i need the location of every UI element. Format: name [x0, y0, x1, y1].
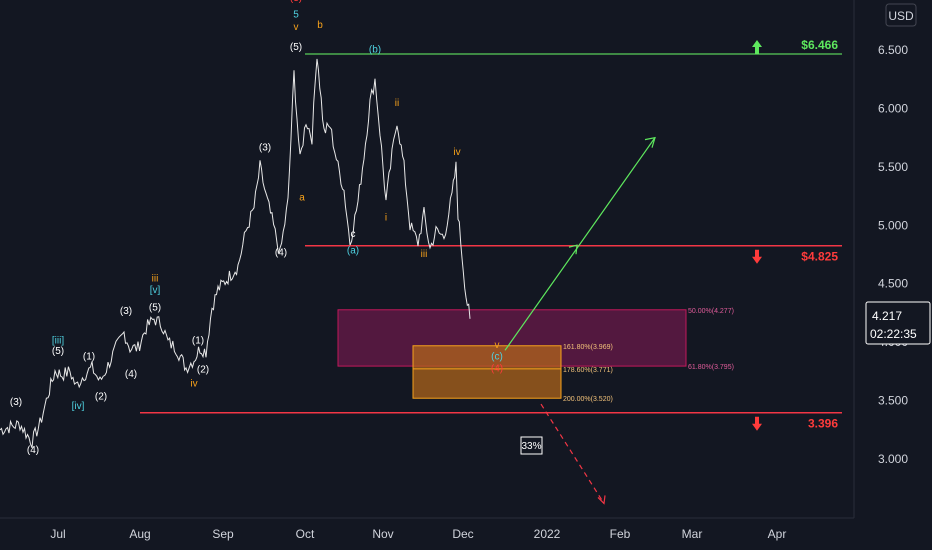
projection-up-arrowhead	[644, 136, 656, 148]
wave-label: iii	[421, 249, 428, 260]
wave-label: (2)	[95, 391, 107, 402]
wave-label: iv	[453, 147, 460, 158]
projection-up-line	[504, 137, 656, 351]
x-tick-label: Dec	[452, 527, 473, 541]
wave-label: (2)	[197, 365, 209, 376]
wave-label: (3)	[10, 397, 22, 408]
price-series	[0, 58, 471, 448]
countdown: 02:22:35	[870, 327, 917, 341]
arrow-down-icon	[752, 249, 762, 264]
x-tick-label: Nov	[372, 527, 393, 541]
wave-label: 5	[293, 9, 299, 20]
y-tick-label: 5.500	[878, 160, 908, 174]
wave-label: (5)	[149, 303, 161, 314]
wave-label: b	[317, 20, 323, 31]
wave-label: v	[294, 22, 299, 33]
fib-label-50: 50.00%(4.277)	[688, 308, 734, 315]
y-tick-label: 3.000	[878, 452, 908, 466]
fib-zone-extension	[412, 345, 562, 399]
x-axis-ticks: Jul Aug Sep Oct Nov Dec 2022 Feb Mar Apr	[50, 527, 786, 541]
wave-label: (3)	[259, 142, 271, 153]
x-tick-label: Mar	[682, 527, 703, 541]
wave-label: (3)	[120, 306, 132, 317]
wave-label: (5)	[52, 346, 64, 357]
wave-label: (4)	[27, 445, 39, 456]
y-tick-label: 4.500	[878, 277, 908, 291]
x-tick-label: Jul	[50, 527, 65, 541]
level-label: $6.466	[801, 38, 838, 52]
fib-label-1618: 161.80%(3.969)	[563, 344, 613, 351]
x-tick-label: 2022	[534, 527, 561, 541]
percent-label: 33%	[521, 441, 541, 452]
wave-label: (c)	[491, 352, 503, 363]
wave-label: ii	[395, 98, 399, 109]
currency-box[interactable]	[885, 3, 917, 27]
wave-label: (b)	[369, 44, 381, 55]
y-tick-label: 5.000	[878, 218, 908, 232]
x-tick-label: Aug	[129, 527, 150, 541]
wave-label: a	[299, 193, 305, 204]
wave-label: (3)	[290, 0, 302, 4]
y-tick-label: 6.000	[878, 101, 908, 115]
wave-label: (4)	[275, 248, 287, 259]
wave-label: c	[351, 229, 356, 240]
wave-label: iv	[190, 379, 197, 390]
current-price-box	[865, 301, 931, 345]
wave-label: [iii]	[52, 335, 64, 346]
wave-label: [iv]	[72, 401, 85, 412]
wave-label: (1)	[192, 335, 204, 346]
x-tick-label: Sep	[212, 527, 234, 541]
wave-label: (1)	[83, 352, 95, 363]
x-tick-label: Oct	[296, 527, 315, 541]
y-tick-label: 3.500	[878, 394, 908, 408]
fib-label-618: 61.80%(3.795)	[688, 364, 734, 371]
projection-down-arrowhead	[597, 495, 606, 505]
fib-label-200: 200.00%(3.520)	[563, 396, 613, 403]
projection-arrows: 33%	[504, 136, 656, 505]
current-price: 4.217	[872, 309, 902, 323]
wave-label: v	[495, 340, 500, 351]
wave-label: [v]	[150, 285, 161, 296]
fib-zones: 50.00%(4.277) 61.80%(3.795) 161.80%(3.969)…	[337, 308, 734, 403]
wave-label: (4)	[491, 363, 503, 374]
wave-label: (5)	[290, 42, 302, 53]
price-line	[0, 58, 471, 448]
currency-label: USD	[888, 9, 914, 23]
projection-mid-arrowhead	[568, 244, 578, 255]
level-label: $4.825	[801, 250, 838, 264]
wave-label: i	[385, 213, 387, 224]
percent-box	[520, 436, 543, 455]
arrow-up-icon	[752, 39, 762, 54]
wave-label: (a)	[347, 245, 359, 256]
level-label: 3.396	[808, 417, 838, 431]
x-tick-label: Apr	[768, 527, 787, 541]
projection-down-line	[540, 403, 605, 504]
arrow-down-icon	[752, 416, 762, 431]
fib-label-1786: 178.60%(3.771)	[563, 367, 613, 374]
y-tick-label: 6.500	[878, 43, 908, 57]
wave-labels: (3)(4)[iii](5)(1)(2)[iv](3)(4)iii[v](5)(…	[10, 0, 503, 456]
x-tick-label: Feb	[610, 527, 631, 541]
wave-label: iii	[152, 273, 159, 284]
wave-label: (4)	[125, 369, 137, 380]
